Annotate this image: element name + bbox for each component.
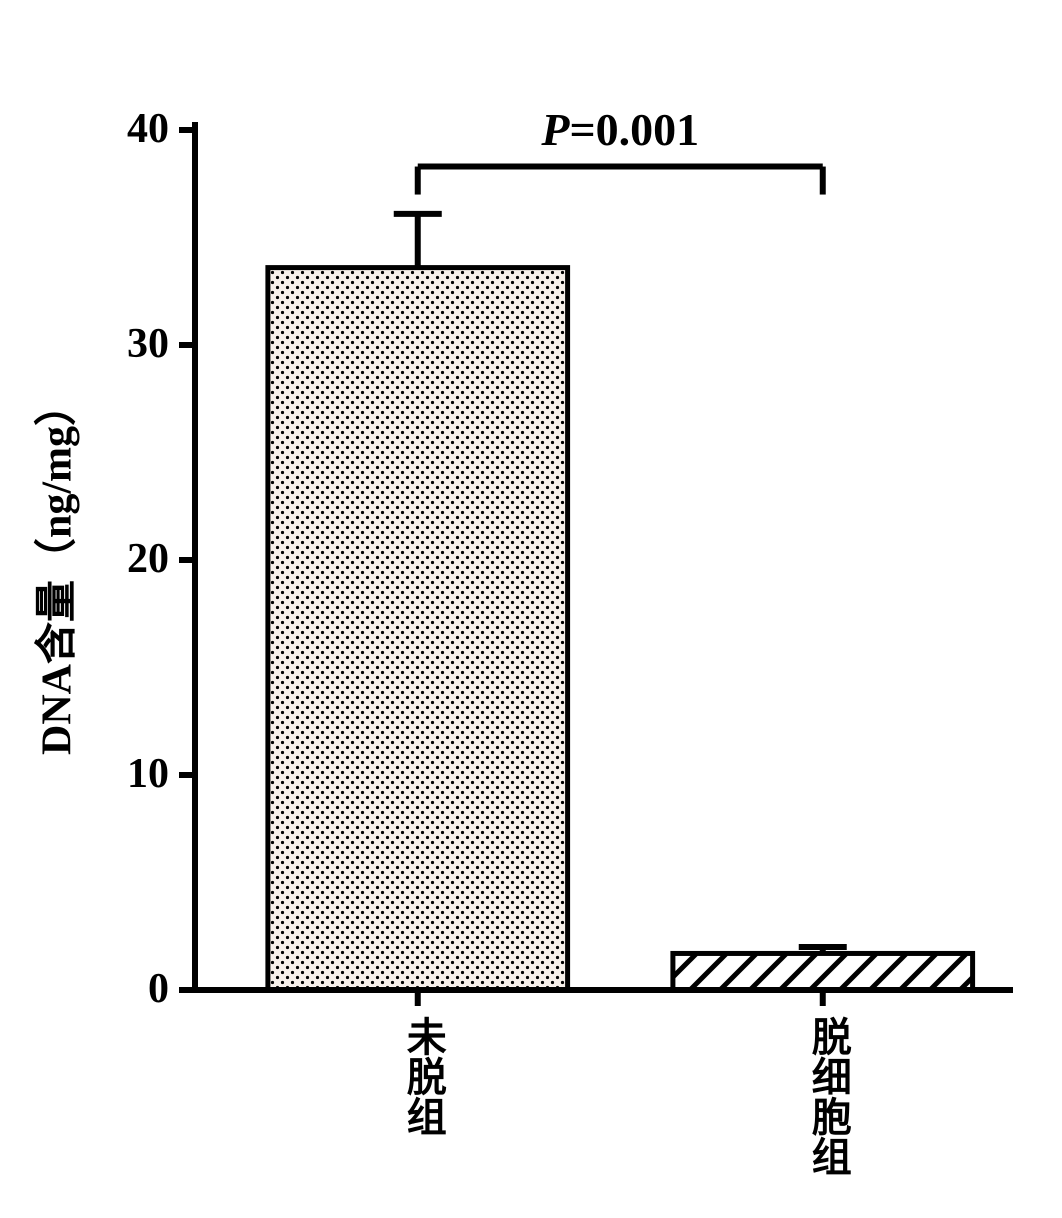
y-tick-label: 30 (89, 320, 169, 368)
chart-svg (0, 0, 1062, 1213)
y-tick-label: 0 (89, 965, 169, 1013)
y-tick-label: 20 (89, 535, 169, 583)
y-axis-label: DNA含量（ng/mg） (23, 320, 84, 820)
p-value-label: P=0.001 (500, 103, 740, 156)
p-eq: =0.001 (569, 104, 699, 155)
x-category-label: 未脱组 (394, 1016, 452, 1136)
y-tick-label: 40 (89, 105, 169, 153)
x-category-label: 脱细胞组 (799, 1016, 857, 1176)
bar (268, 268, 568, 990)
bar (673, 953, 973, 990)
p-letter: P (541, 104, 569, 155)
dna-content-bar-chart: P=0.001 DNA含量（ng/mg） 0 10 20 30 40 未脱组 脱细胞组 (0, 0, 1062, 1213)
y-tick-label: 10 (89, 750, 169, 798)
